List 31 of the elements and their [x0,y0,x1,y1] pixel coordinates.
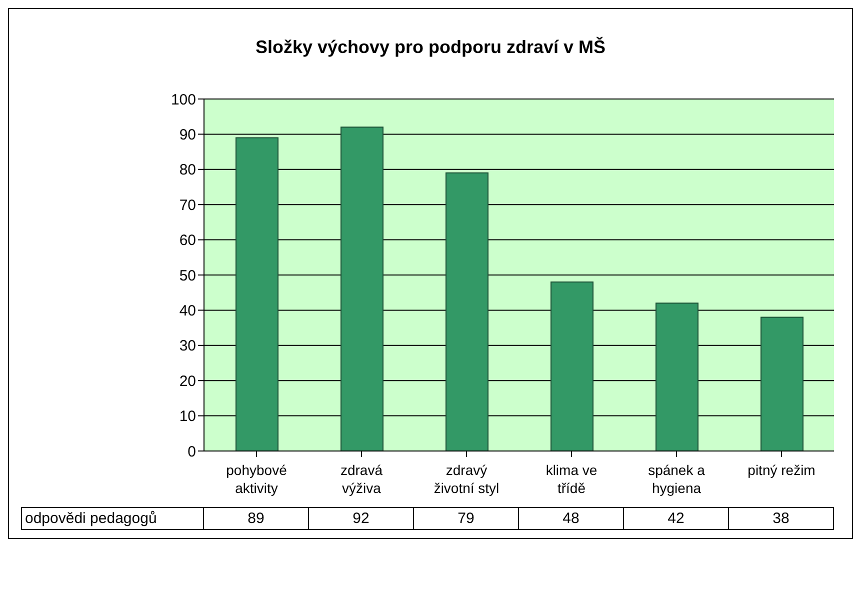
bar [236,137,278,451]
x-tick-label: klima ve třídě [546,462,598,496]
y-tick-label: 30 [179,338,196,355]
y-tick-label: 60 [179,232,196,250]
data-label: 92 [309,507,414,530]
y-tick-label: 20 [179,372,196,390]
x-tick-label: pohybové aktivity [226,462,288,496]
y-tick-label: 0 [188,443,196,460]
bar [550,282,594,451]
bar [656,302,698,451]
bar [760,316,804,451]
x-tick-label: pitný režim [748,462,816,478]
data-label: 89 [204,507,309,530]
chart-title: Složky výchovy pro podporu zdraví v MŠ [254,36,607,59]
x-tick-label: zdravá výživa [340,462,383,496]
data-label: 48 [519,507,624,530]
data-label: 38 [729,507,834,530]
y-tick-label: 70 [179,196,196,214]
y-tick-label: 80 [179,162,196,179]
y-tick-label: 10 [179,408,196,426]
x-tick-label: zdravý životní styl [434,462,500,496]
text: odpovědi pedagogů [21,507,204,530]
bar [340,126,384,451]
y-tick-label: 40 [179,302,196,320]
y-tick-label: 90 [179,126,196,144]
data-label: 79 [414,507,519,530]
y-tick-label: 50 [179,267,196,284]
y-tick-label: 100 [170,91,196,108]
data-label: 42 [624,507,729,530]
x-tick-label: spánek a hygiena [648,462,706,496]
bar [446,172,488,451]
